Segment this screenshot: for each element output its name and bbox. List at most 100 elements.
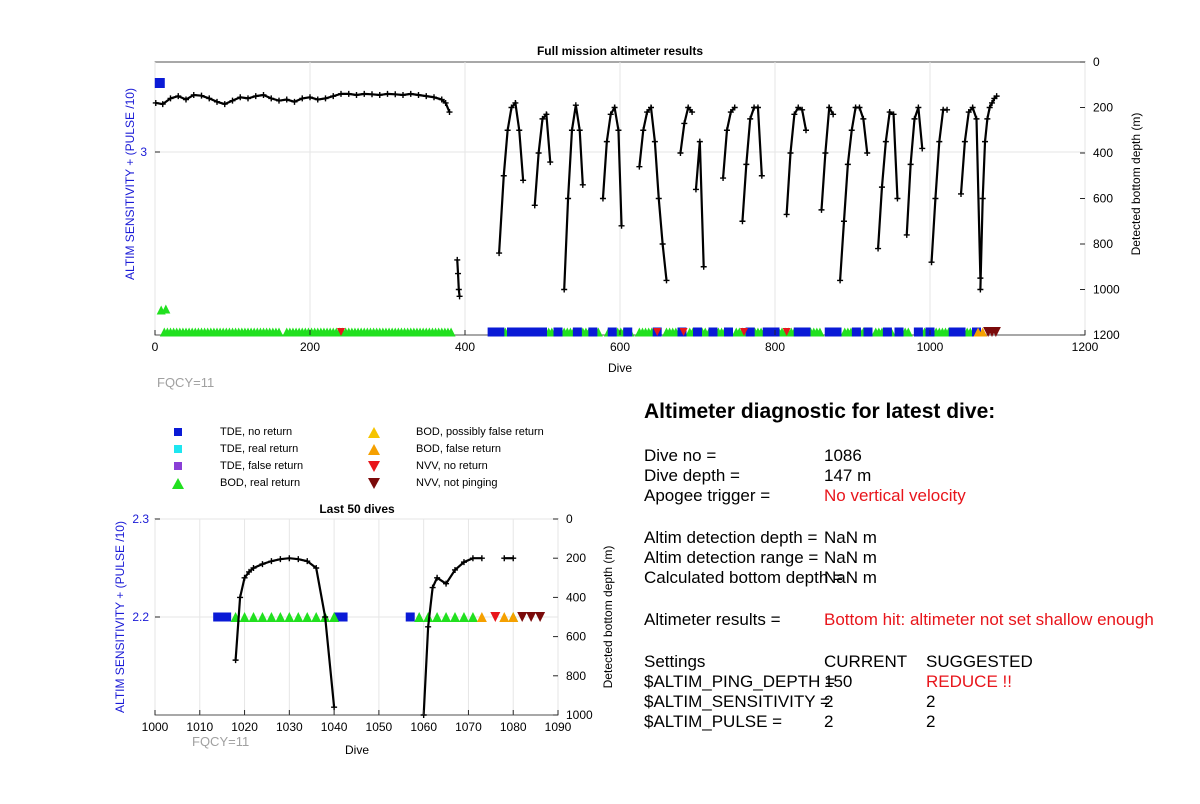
top-depth-point	[392, 91, 399, 98]
top-depth-point	[826, 104, 833, 111]
bottom-right-tick-label: 0	[566, 512, 573, 526]
top-depth-point	[572, 102, 579, 109]
top-depth-point	[299, 95, 306, 102]
top-depth-point	[221, 101, 228, 108]
top-right-tick-label: 400	[1093, 146, 1113, 160]
top-depth-point	[330, 93, 337, 100]
bottom-x-tick-label: 1000	[142, 720, 169, 734]
top-depth-segment	[563, 105, 584, 290]
results-label: Altimeter results =	[644, 610, 781, 629]
bottom-marker	[248, 612, 259, 622]
top-depth-segment	[876, 110, 899, 249]
top-depth-point	[989, 99, 995, 106]
bottom-depth-point	[434, 574, 441, 581]
top-depth-point	[958, 190, 964, 197]
dive-depth-row: Dive depth = 147 m	[644, 466, 1184, 486]
top-x-tick-label: 0	[152, 340, 159, 354]
top-marker-band	[154, 78, 1001, 337]
top-depth-segment	[959, 105, 982, 279]
top-depth-point	[731, 104, 738, 111]
bottom-marker	[275, 612, 286, 622]
top-depth-point	[860, 115, 867, 122]
bottom-depth-row: Calculated bottom depth = NaN m	[644, 568, 1184, 588]
bottom-marker	[257, 612, 268, 622]
top-nvv-no-return-marker	[337, 328, 345, 336]
top-depth-point	[882, 138, 889, 145]
top-depth-point	[547, 159, 554, 166]
legend-triangle-yellow-icon	[368, 427, 380, 438]
top-depth-point	[442, 99, 449, 106]
ping-depth-row: $ALTIM_PING_DEPTH = 150 REDUCE !!	[644, 672, 1184, 692]
top-depth-point	[696, 138, 703, 145]
top-depth-point	[345, 90, 352, 97]
top-depth-point	[322, 95, 329, 102]
legend-triangle-down-darkred-icon	[368, 478, 380, 489]
top-depth-point	[787, 150, 794, 156]
top-depth-point	[692, 186, 699, 193]
bottom-marker	[476, 612, 487, 622]
top-depth-segment	[785, 105, 808, 215]
top-tde-no-return-marker	[572, 327, 582, 337]
top-depth-point	[504, 127, 511, 134]
top-depth-segment	[820, 103, 835, 210]
top-depth-point	[944, 106, 951, 113]
top-depth-point	[743, 161, 750, 168]
bottom-depth-point	[313, 565, 320, 571]
bottom-marker	[432, 612, 443, 622]
top-depth-point	[984, 115, 991, 122]
top-depth-point	[969, 104, 976, 111]
top-depth-point	[400, 91, 406, 98]
top-tde-no-return-marker	[801, 327, 811, 337]
legend-square-cyan-icon	[174, 445, 182, 453]
top-chart-title: Full mission altimeter results	[537, 44, 703, 58]
top-depth-point	[520, 177, 527, 184]
detection-range-row: Altim detection range = NaN m	[644, 548, 1184, 568]
top-depth-point	[361, 90, 368, 97]
bottom-x-tick-label: 1060	[410, 720, 437, 734]
top-depth-point	[723, 127, 730, 134]
top-depth-point	[915, 104, 922, 111]
bottom-right-tick-label: 200	[566, 551, 586, 565]
bottom-marker	[302, 612, 313, 622]
top-depth-segment	[155, 92, 451, 113]
top-depth-point	[496, 250, 503, 257]
dive-no-row: Dive no = 1086	[644, 446, 1184, 466]
top-bod-false-marker	[978, 327, 988, 337]
bottom-marker	[222, 612, 232, 622]
bottom-right-tick-label: 400	[566, 590, 586, 604]
top-tde-no-return-marker	[793, 327, 803, 337]
top-depth-point	[936, 138, 943, 145]
top-depth-point	[291, 98, 298, 105]
bottom-marker	[441, 612, 452, 622]
top-depth-point	[911, 115, 918, 122]
top-tde-no-return-marker	[507, 327, 516, 337]
top-depth-point	[982, 138, 989, 145]
settings-label: Settings	[644, 652, 706, 671]
results-value: Bottom hit: altimeter not set shallow en…	[824, 610, 1154, 629]
top-depth-point	[423, 93, 430, 100]
top-depth-point	[369, 91, 375, 98]
top-depth-point	[214, 98, 220, 105]
apogee-label: Apogee trigger =	[644, 486, 771, 505]
top-tde-no-return-marker	[948, 327, 958, 337]
top-depth-point	[648, 104, 654, 111]
top-tde-no-return-marker	[693, 327, 702, 337]
bottom-depth-point	[469, 555, 476, 562]
top-tde-no-return-marker	[824, 327, 834, 337]
top-depth-point	[818, 206, 825, 213]
top-depth-point	[875, 245, 882, 252]
top-left-tick-label: 3	[140, 145, 147, 159]
top-depth-point	[928, 259, 935, 266]
top-depth-point	[754, 104, 761, 111]
apogee-value: No vertical velocity	[824, 486, 966, 505]
top-tde-no-return-marker	[708, 327, 718, 337]
top-depth-point	[607, 111, 614, 118]
detection-depth-row: Altim detection depth = NaN m	[644, 528, 1184, 548]
top-depth-point	[446, 109, 453, 116]
top-tde-no-return-marker	[762, 327, 772, 337]
top-depth-point	[681, 120, 688, 127]
bottom-depth-point	[286, 555, 293, 562]
top-tde-no-return-marker	[956, 327, 966, 337]
top-depth-point	[993, 93, 1000, 100]
